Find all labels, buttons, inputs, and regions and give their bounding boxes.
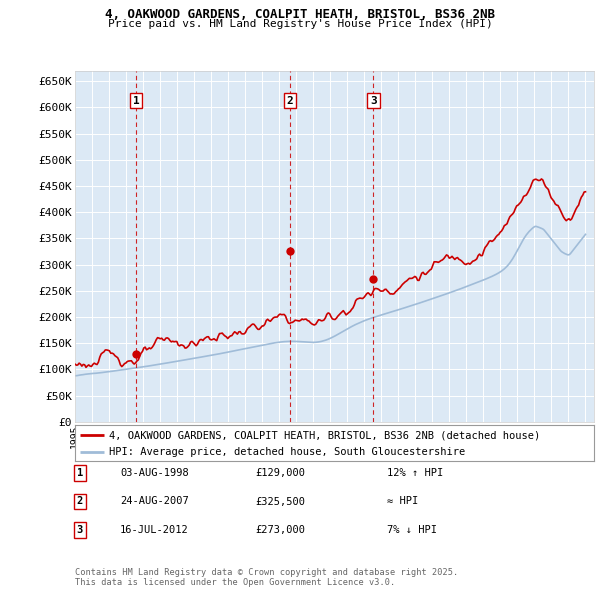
Text: Contains HM Land Registry data © Crown copyright and database right 2025.
This d: Contains HM Land Registry data © Crown c… [75, 568, 458, 587]
Text: 2: 2 [77, 497, 83, 506]
Text: HPI: Average price, detached house, South Gloucestershire: HPI: Average price, detached house, Sout… [109, 447, 465, 457]
Text: 16-JUL-2012: 16-JUL-2012 [120, 525, 189, 535]
Text: Price paid vs. HM Land Registry's House Price Index (HPI): Price paid vs. HM Land Registry's House … [107, 19, 493, 30]
Text: 24-AUG-2007: 24-AUG-2007 [120, 497, 189, 506]
Text: 1: 1 [77, 468, 83, 478]
Text: 7% ↓ HPI: 7% ↓ HPI [387, 525, 437, 535]
Text: 4, OAKWOOD GARDENS, COALPIT HEATH, BRISTOL, BS36 2NB (detached house): 4, OAKWOOD GARDENS, COALPIT HEATH, BRIST… [109, 430, 540, 440]
Text: 12% ↑ HPI: 12% ↑ HPI [387, 468, 443, 478]
Text: 2: 2 [287, 96, 293, 106]
Text: £273,000: £273,000 [255, 525, 305, 535]
Text: 3: 3 [77, 525, 83, 535]
Text: 03-AUG-1998: 03-AUG-1998 [120, 468, 189, 478]
Text: 4, OAKWOOD GARDENS, COALPIT HEATH, BRISTOL, BS36 2NB: 4, OAKWOOD GARDENS, COALPIT HEATH, BRIST… [105, 8, 495, 21]
Text: £325,500: £325,500 [255, 497, 305, 506]
Text: £129,000: £129,000 [255, 468, 305, 478]
Text: 3: 3 [370, 96, 377, 106]
Text: 1: 1 [133, 96, 139, 106]
Text: ≈ HPI: ≈ HPI [387, 497, 418, 506]
